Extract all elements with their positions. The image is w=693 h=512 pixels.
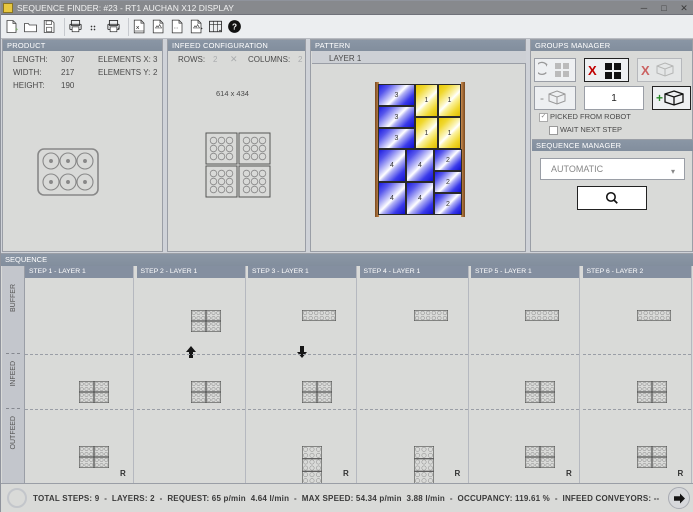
svg-text:X: X: [588, 63, 597, 78]
svg-text:+: +: [656, 91, 663, 105]
svg-text:-: -: [540, 91, 544, 105]
svg-text:X: X: [641, 63, 650, 78]
svg-text:?: ?: [232, 23, 237, 32]
